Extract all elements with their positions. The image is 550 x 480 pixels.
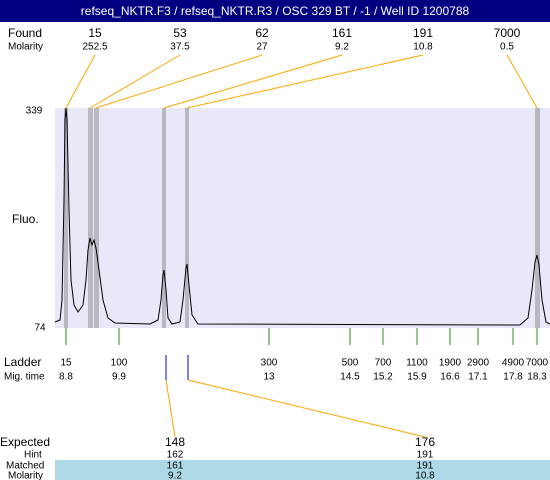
- y-min-label: 74: [34, 323, 46, 334]
- trace: [54, 107, 550, 326]
- matched-label: Matched: [6, 461, 44, 472]
- matched-size: 191: [417, 461, 434, 472]
- plot-area: [55, 108, 550, 328]
- mig-time: 15.2: [373, 372, 393, 383]
- y-axis-label: Fluo.: [12, 212, 39, 226]
- ladder-size: 7000: [526, 358, 549, 369]
- ladder-label: Ladder: [4, 355, 41, 369]
- peak-band: [185, 108, 189, 328]
- found-molarity: 9.2: [335, 42, 349, 53]
- found-molarity: 10.8: [413, 42, 433, 53]
- found-size: 62: [255, 26, 269, 40]
- hint-size: 191: [417, 450, 434, 461]
- ladder-size: 100: [111, 358, 128, 369]
- expected-molarity: 9.2: [168, 471, 182, 480]
- mig-time: 17.8: [503, 372, 523, 383]
- mig-time-label: Mig. time: [4, 372, 45, 383]
- matched-band: [55, 460, 550, 480]
- ladder-size: 4900: [502, 358, 525, 369]
- found-size: 161: [332, 26, 352, 40]
- peak-band: [94, 108, 99, 328]
- peak-band: [535, 108, 540, 328]
- expected-label: Expected: [0, 435, 50, 449]
- found-label: Found: [8, 26, 42, 40]
- ladder-size: 300: [261, 358, 278, 369]
- found-connector: [95, 54, 263, 109]
- mig-time: 8.8: [59, 372, 73, 383]
- found-connector: [163, 54, 343, 109]
- found-molarity: 37.5: [170, 42, 190, 53]
- header-title: refseq_NKTR.F3 / refseq_NKTR.R3 / OSC 32…: [81, 4, 470, 18]
- expected-size: 176: [415, 435, 435, 449]
- peak-band: [88, 108, 93, 328]
- mig-time: 17.1: [468, 372, 488, 383]
- ladder-size: 2900: [467, 358, 490, 369]
- found-size: 191: [413, 26, 433, 40]
- expected-molarity: 10.8: [415, 471, 435, 480]
- found-molarity: 0.5: [500, 42, 514, 53]
- found-molarity: 252.5: [82, 42, 107, 53]
- mig-time: 9.9: [112, 372, 126, 383]
- expected-molarity-label: Molarity: [8, 471, 43, 480]
- found-connector: [506, 54, 538, 109]
- mig-time: 14.5: [340, 372, 360, 383]
- found-connector: [65, 54, 96, 109]
- expected-connector: [165, 379, 176, 438]
- ladder-size: 1900: [439, 358, 462, 369]
- hint-label: Hint: [24, 450, 42, 461]
- matched-size: 161: [167, 461, 184, 472]
- found-size: 15: [88, 26, 102, 40]
- expected-size: 148: [165, 435, 185, 449]
- molarity-label: Molarity: [8, 42, 43, 53]
- expected-connector: [187, 379, 426, 438]
- found-size: 53: [173, 26, 187, 40]
- hint-size: 162: [167, 450, 184, 461]
- found-molarity: 27: [256, 42, 268, 53]
- y-max-label: 339: [26, 106, 43, 117]
- mig-time: 16.6: [440, 372, 460, 383]
- peak-band: [162, 108, 166, 328]
- found-connector: [89, 54, 181, 109]
- ladder-size: 1100: [406, 358, 428, 369]
- ladder-size: 700: [375, 358, 392, 369]
- peak-bands: [64, 108, 540, 328]
- found-size: 7000: [494, 26, 521, 40]
- peak-band: [64, 108, 68, 328]
- mig-time: 13: [263, 372, 275, 383]
- header-bar: [0, 0, 550, 22]
- found-connector: [186, 54, 424, 109]
- ladder-size: 15: [60, 358, 72, 369]
- mig-time: 18.3: [527, 372, 547, 383]
- ladder-size: 500: [342, 358, 359, 369]
- mig-time: 15.9: [407, 372, 427, 383]
